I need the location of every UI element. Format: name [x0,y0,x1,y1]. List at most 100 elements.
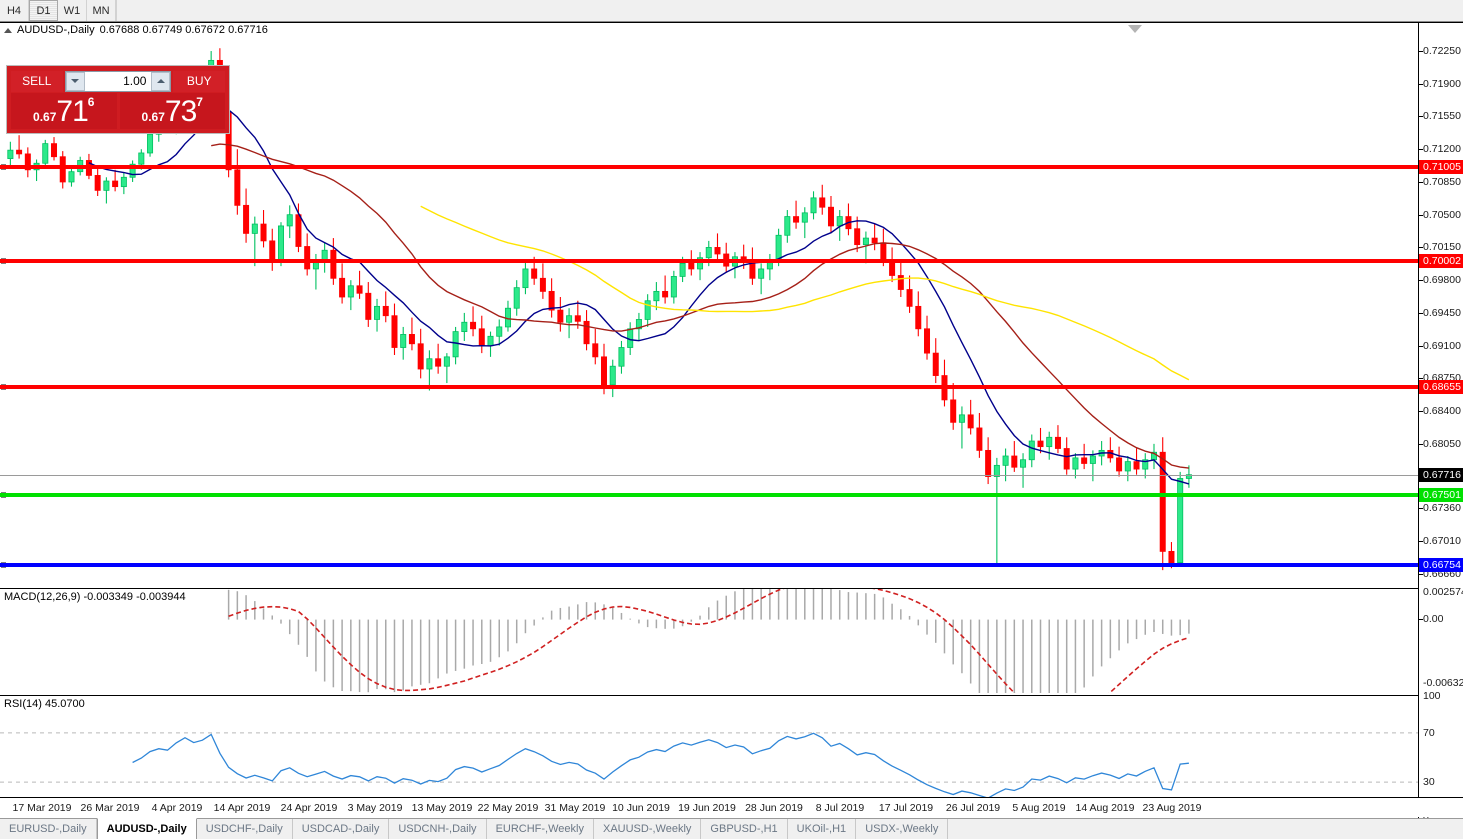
price-axis-tick-label: 0.70150 [1423,241,1461,254]
price-axis-pill-resistance[interactable]: 0.70002 [1419,254,1463,269]
quotes-row: 0.67 71 6 0.67 73 7 [7,93,229,132]
price-level-line-support[interactable] [0,563,1418,568]
price-level-line-resistance[interactable] [0,259,1418,264]
price-axis-pill-support[interactable]: 0.67501 [1419,488,1463,503]
rsi-axis-tick-label: 30 [1423,776,1435,789]
price-level-line-resistance[interactable] [0,385,1418,390]
sell-price-quote[interactable]: 0.67 71 6 [11,93,117,129]
buy-button[interactable]: BUY [173,70,225,92]
price-axis-tick-label: 0.72250 [1423,45,1461,58]
timeframe-d1[interactable]: D1 [29,0,58,21]
date-axis-label: 14 Apr 2019 [213,802,271,814]
macd-axis-tick [1419,618,1423,620]
price-axis-pill-support[interactable]: 0.66754 [1419,558,1463,573]
collapse-triangle-icon[interactable] [4,27,12,33]
sell-button[interactable]: SELL [11,70,63,92]
one-click-trading-panel[interactable]: SELL 1.00 BUY 0.67 71 6 0.67 73 7 [6,65,230,134]
price-axis-tick-label: 0.67010 [1423,535,1461,548]
volume-value[interactable]: 1.00 [123,74,147,88]
price-axis-tick-label: 0.71200 [1423,143,1461,156]
price-axis-pill-resistance[interactable]: 0.68655 [1419,380,1463,395]
buy-button-label: BUY [186,74,212,88]
volume-increment-button[interactable] [151,71,171,91]
buy-price-main: 73 [164,95,197,128]
date-axis-label: 19 Jun 2019 [678,802,736,814]
macd-label: MACD(12,26,9) -0.003349 -0.003944 [4,591,186,603]
chart-tab-eurusd--daily[interactable]: EURUSD-,Daily [0,819,97,839]
price-axis-tick [1419,573,1423,575]
sell-price-main: 71 [56,95,88,128]
price-level-line-resistance[interactable] [0,165,1418,170]
chart-tab-usdcnh--daily[interactable]: USDCNH-,Daily [389,819,487,839]
buy-price-prefix: 0.67 [141,110,165,124]
chart-tab-gbpusd--h1[interactable]: GBPUSD-,H1 [701,819,788,839]
tab-bar-empty-area [948,819,1463,839]
date-axis-label: 8 Jul 2019 [815,802,865,814]
chart-scroll-marker-icon[interactable] [1128,25,1142,33]
chevron-down-icon [71,79,79,83]
price-pane[interactable] [0,37,1418,586]
price-chart-svg [7,48,1192,571]
chevron-up-icon [156,79,165,83]
date-axis-label: 17 Mar 2019 [12,802,72,814]
rsi-axis-tick-label: 70 [1423,726,1435,739]
macd-pane[interactable]: MACD(12,26,9) -0.003349 -0.003944 [0,588,1418,693]
price-axis[interactable]: 0.72250 0.71900 0.71550 0.71200 0.70850 0.705… [1418,23,1463,825]
date-axis-label: 14 Aug 2019 [1075,802,1135,814]
date-axis-label: 13 May 2019 [411,802,473,814]
chart-tab-bar: EURUSD-,Daily AUDUSD-,Daily USDCHF-,Daily U… [0,818,1463,839]
volume-stepper[interactable]: 1.00 [64,70,172,92]
sell-price-fraction: 6 [87,95,95,109]
timeframe-w1[interactable]: W1 [58,0,87,21]
price-axis-tick [1419,345,1423,347]
macd-axis-tick-label: -0.006326 [1423,677,1463,690]
price-axis-tick [1419,508,1423,510]
price-axis-tick-label: 0.70500 [1423,208,1461,221]
price-axis-tick [1419,181,1423,183]
chart-tab-xauusd--weekly[interactable]: XAUUSD-,Weekly [594,819,702,839]
price-level-line-current[interactable] [0,475,1418,477]
volume-decrement-button[interactable] [65,71,85,91]
price-axis-tick-label: 0.71550 [1423,110,1461,123]
timeframe-h4[interactable]: H4 [0,0,29,21]
chart-ohlc-values: 0.67688 0.67749 0.67672 0.67716 [99,24,268,36]
price-level-line-support[interactable] [0,493,1418,498]
date-axis-label: 23 Aug 2019 [1142,802,1202,814]
chart-window: AUDUSD-,Daily 0.67688 0.67749 0.67672 0.… [0,22,1463,825]
date-axis[interactable]: 17 Mar 2019 26 Mar 2019 4 Apr 2019 14 Apr 2… [0,797,1463,817]
chart-tab-usdx--weekly[interactable]: USDX-,Weekly [856,819,949,839]
buy-price-quote[interactable]: 0.67 73 7 [119,93,225,129]
date-axis-label: 4 Apr 2019 [151,802,203,814]
price-axis-tick [1419,83,1423,85]
price-axis-tick [1419,280,1423,282]
price-axis-tick [1419,51,1423,53]
date-axis-label: 24 Apr 2019 [280,802,338,814]
price-axis-tick-label: 0.69800 [1423,274,1461,287]
toolbar-empty-area [116,0,1463,21]
price-axis-pill-current[interactable]: 0.67716 [1419,468,1463,483]
price-axis-tick [1419,411,1423,413]
timeframe-mn[interactable]: MN [87,0,116,21]
price-axis-tick-label: 0.69100 [1423,339,1461,352]
chart-tab-usdcad--daily[interactable]: USDCAD-,Daily [293,819,390,839]
timeframe-mn-label: MN [92,4,110,17]
timeframe-h4-label: H4 [6,4,22,17]
price-axis-pill-resistance[interactable]: 0.71005 [1419,160,1463,175]
chart-tab-ukoil--h1[interactable]: UKOil-,H1 [788,819,857,839]
rsi-pane[interactable]: RSI(14) 45.0700 [0,695,1418,819]
chart-tab-usdchf--daily[interactable]: USDCHF-,Daily [197,819,293,839]
price-axis-tick-label: 0.70850 [1423,175,1461,188]
timeframe-d1-label: D1 [36,4,51,17]
chart-title-row: AUDUSD-,Daily 0.67688 0.67749 0.67672 0.… [0,23,1463,37]
date-axis-label: 10 Jun 2019 [612,802,670,814]
chart-tab-eurchf--weekly[interactable]: EURCHF-,Weekly [487,819,594,839]
sell-button-label: SELL [22,74,52,88]
rsi-label: RSI(14) 45.0700 [4,698,85,710]
price-axis-tick-label: 0.67360 [1423,502,1461,515]
price-axis-tick [1419,378,1423,380]
price-axis-tick [1419,247,1423,249]
date-axis-label: 31 May 2019 [544,802,606,814]
timeframe-w1-label: W1 [63,4,81,17]
date-axis-label: 22 May 2019 [477,802,539,814]
chart-tab-audusd--daily[interactable]: AUDUSD-,Daily [96,818,197,839]
